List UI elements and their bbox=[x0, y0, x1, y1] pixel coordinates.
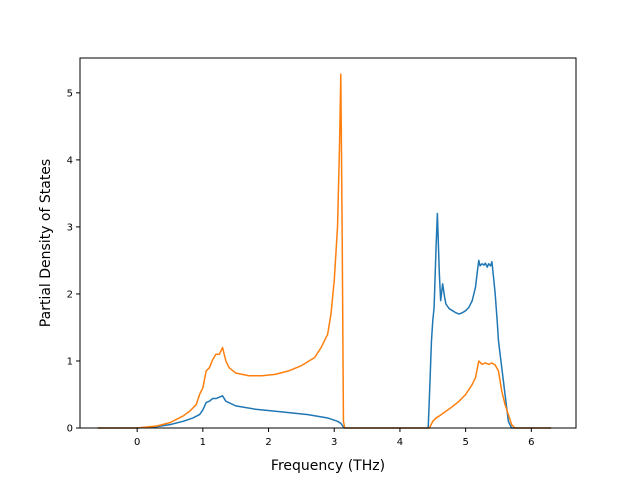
x-tick-label: 6 bbox=[528, 437, 534, 448]
x-tick-label: 1 bbox=[200, 437, 206, 448]
x-tick-label: 5 bbox=[462, 437, 468, 448]
x-tick-label: 2 bbox=[265, 437, 271, 448]
y-tick-label: 2 bbox=[67, 289, 73, 300]
plot-frame bbox=[79, 57, 577, 429]
y-tick-label: 0 bbox=[67, 424, 73, 435]
x-tick-label: 0 bbox=[134, 437, 140, 448]
series-layer bbox=[97, 73, 552, 429]
x-axis: 0 1 2 3 4 5 6 bbox=[134, 428, 535, 448]
y-tick-label: 1 bbox=[67, 356, 73, 367]
y-tick-label: 3 bbox=[67, 222, 73, 233]
series-line-0 bbox=[97, 212, 552, 429]
series-line-1 bbox=[97, 73, 552, 429]
y-tick-label: 4 bbox=[67, 155, 73, 166]
y-axis-title: Partial Density of States bbox=[38, 159, 54, 327]
y-axis: 0 1 2 3 4 5 bbox=[67, 88, 80, 435]
x-tick-label: 4 bbox=[397, 437, 403, 448]
y-tick-label: 5 bbox=[67, 88, 73, 99]
x-tick-label: 3 bbox=[331, 437, 337, 448]
x-axis-title: Frequency (THz) bbox=[271, 458, 385, 474]
